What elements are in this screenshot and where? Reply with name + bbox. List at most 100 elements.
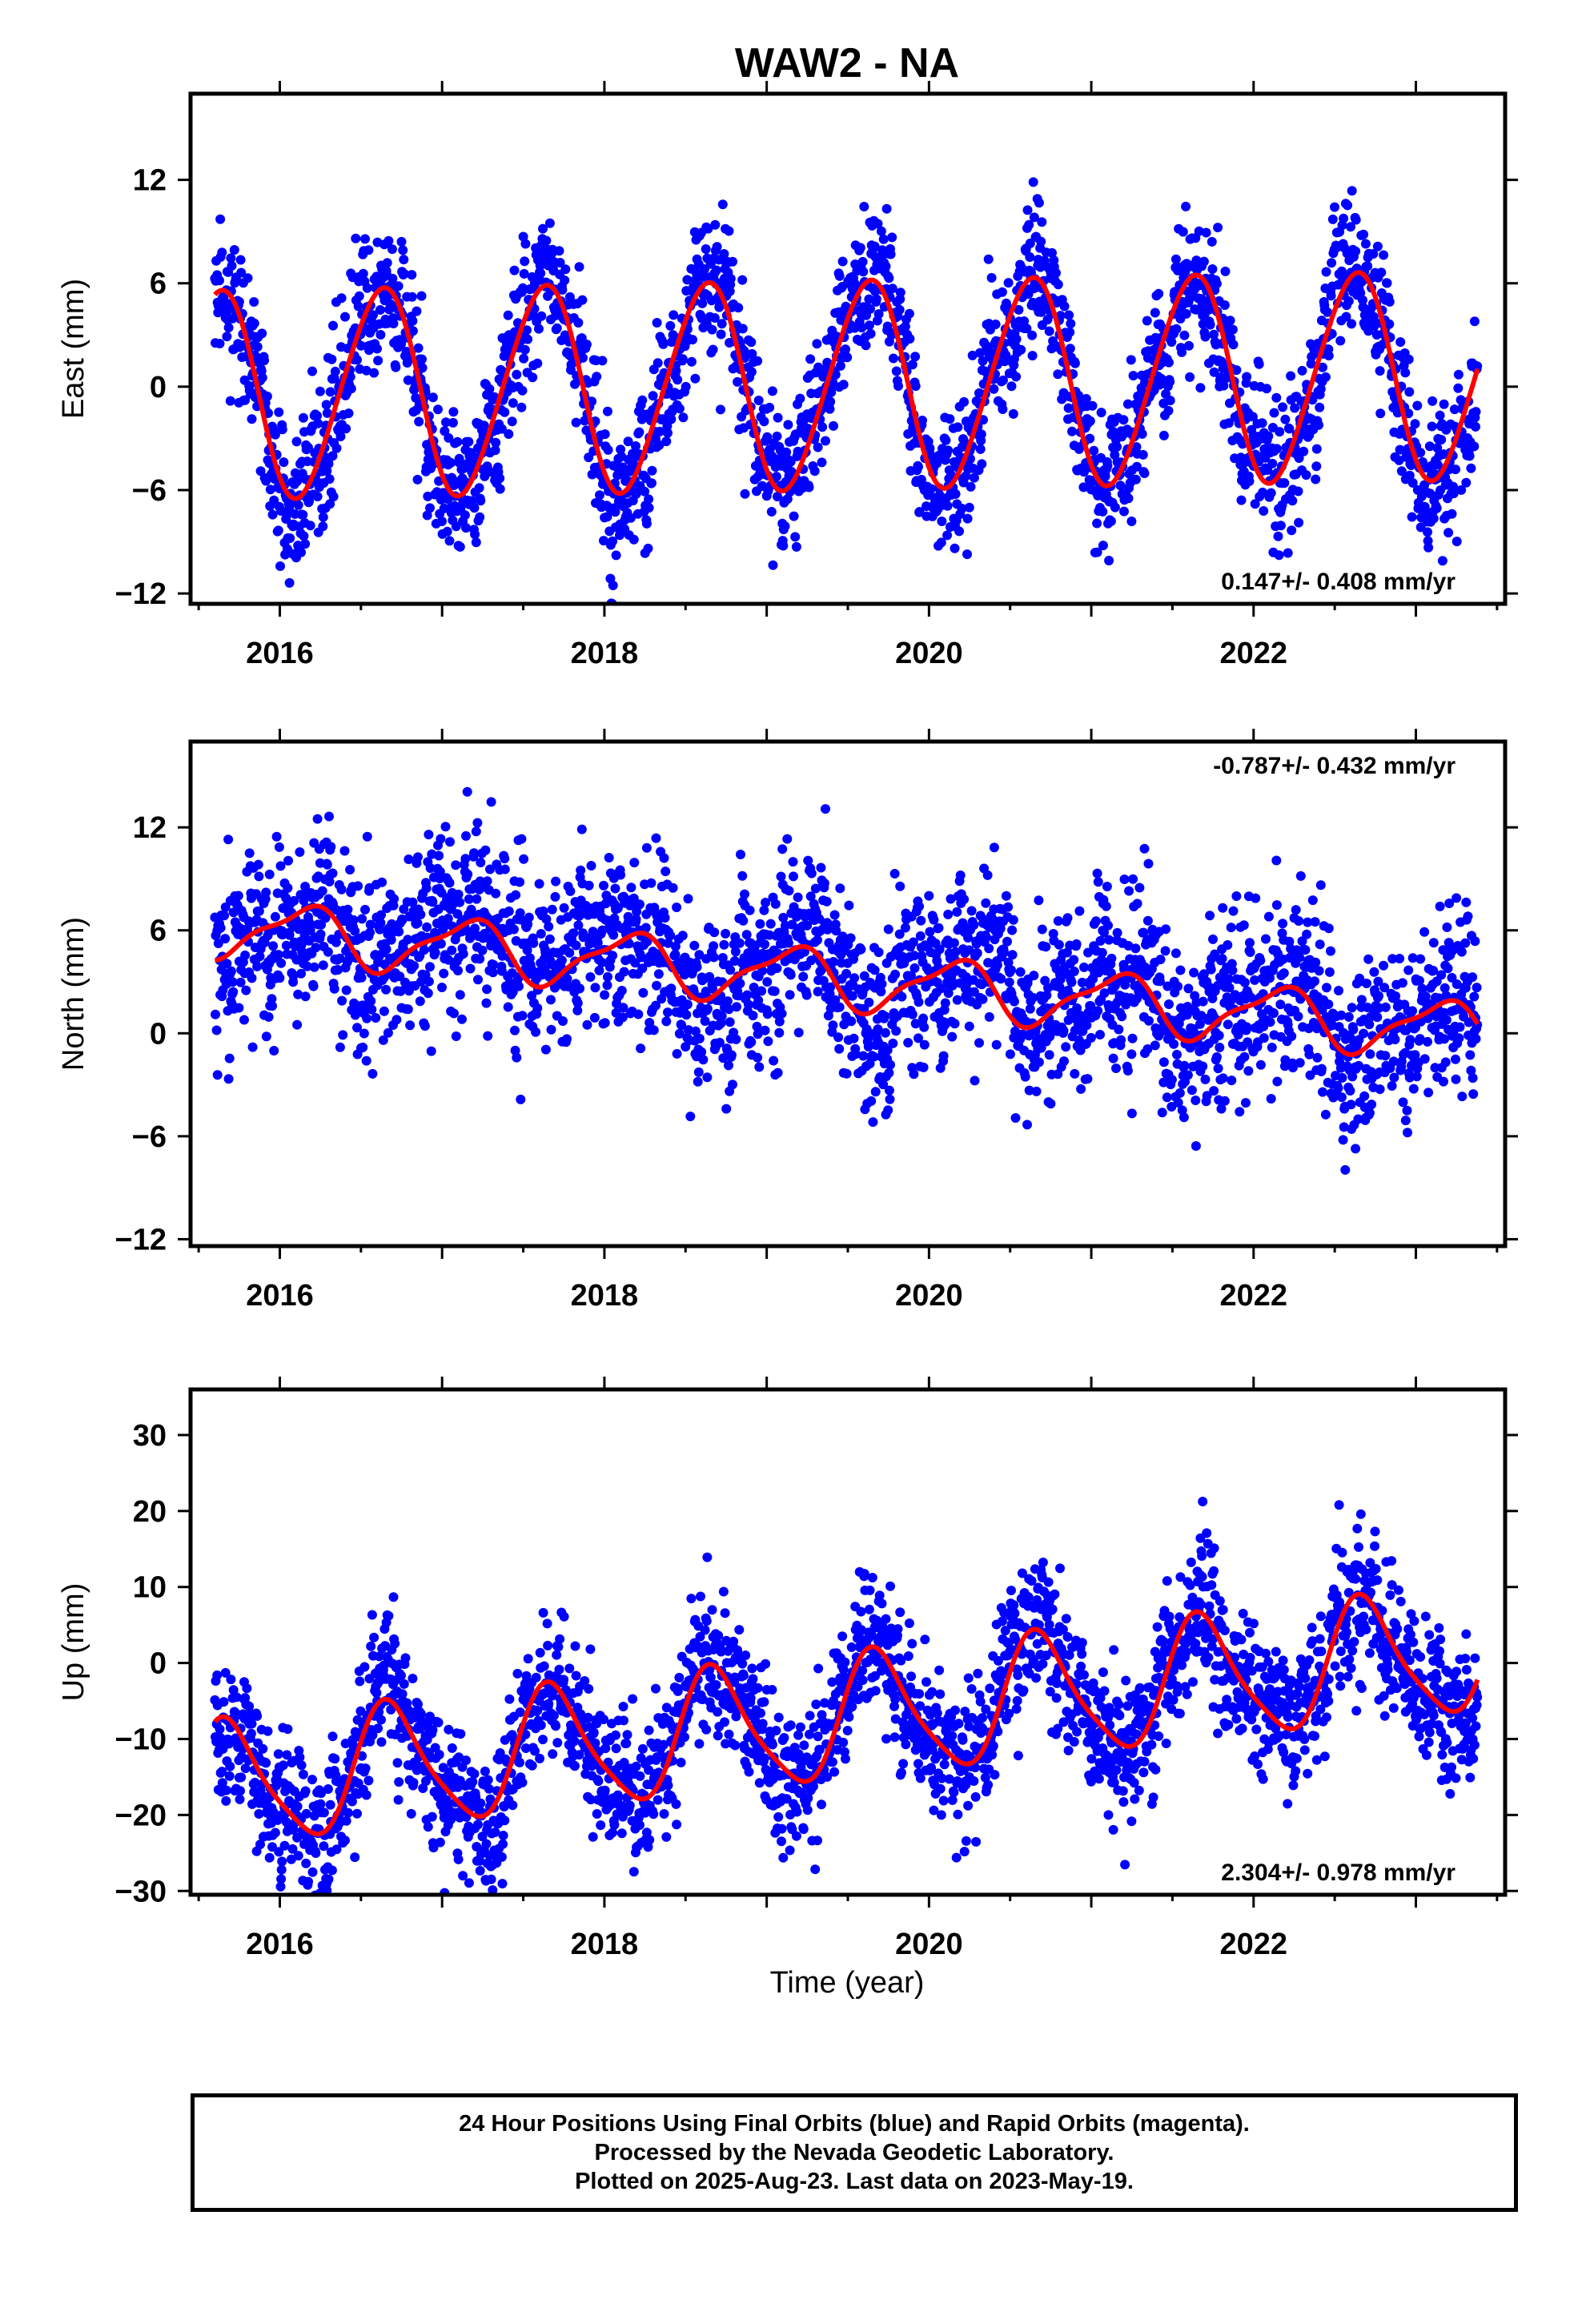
data-point	[333, 965, 343, 975]
data-point	[534, 324, 544, 334]
data-point	[544, 934, 555, 944]
data-point	[984, 1011, 994, 1022]
data-point	[1278, 919, 1288, 929]
data-point	[517, 385, 528, 396]
data-point	[757, 986, 767, 996]
data-point	[522, 325, 532, 336]
data-point	[821, 896, 832, 907]
data-point	[1142, 316, 1152, 326]
data-point	[448, 407, 459, 417]
data-point	[1112, 927, 1122, 938]
data-point	[1209, 329, 1219, 340]
data-point	[215, 923, 226, 933]
data-point	[663, 428, 673, 438]
data-point	[835, 360, 845, 371]
data-point	[298, 509, 308, 520]
data-point	[884, 1068, 894, 1078]
data-point	[1011, 334, 1022, 344]
data-point	[1191, 1096, 1201, 1105]
data-point	[785, 456, 796, 467]
data-point	[424, 976, 434, 987]
data-point	[554, 246, 564, 256]
data-point	[247, 1042, 258, 1052]
data-point	[813, 987, 823, 997]
data-point	[784, 886, 794, 896]
data-point	[813, 935, 822, 945]
data-point	[943, 909, 954, 919]
data-point	[819, 879, 829, 888]
data-point	[1092, 868, 1102, 879]
data-point	[1395, 337, 1406, 348]
data-point	[523, 334, 533, 344]
data-point	[519, 854, 529, 864]
data-point	[736, 850, 745, 859]
data-point	[362, 283, 372, 293]
data-point	[1271, 444, 1282, 454]
data-point	[1036, 236, 1046, 247]
data-point	[394, 927, 404, 937]
data-point	[1384, 296, 1395, 307]
data-point	[382, 258, 392, 268]
data-point	[913, 461, 923, 472]
data-point	[1054, 939, 1064, 950]
data-point	[1158, 1057, 1169, 1068]
data-point	[565, 886, 576, 896]
data-point	[490, 445, 500, 456]
data-point	[989, 842, 999, 853]
data-point	[409, 961, 420, 971]
data-point	[558, 1016, 568, 1026]
data-point	[219, 911, 230, 921]
data-point	[955, 870, 966, 880]
data-point	[989, 384, 999, 394]
data-point	[841, 344, 850, 355]
data-point	[1207, 264, 1218, 274]
data-point	[635, 899, 644, 910]
data-point	[982, 870, 993, 880]
data-point	[1022, 1120, 1032, 1130]
data-point	[247, 414, 257, 424]
data-point	[821, 804, 830, 814]
data-point	[876, 226, 886, 236]
data-point	[462, 786, 472, 797]
data-point	[265, 979, 275, 990]
data-point	[868, 1117, 878, 1128]
data-point	[495, 484, 505, 494]
data-point	[233, 891, 243, 901]
data-point	[659, 338, 669, 348]
data-point	[433, 404, 443, 415]
data-point	[970, 1076, 980, 1086]
data-point	[1162, 1092, 1172, 1103]
data-point	[338, 1030, 348, 1040]
data-point	[295, 847, 305, 857]
data-point	[224, 1053, 235, 1063]
data-point	[760, 939, 769, 950]
data-point	[672, 1048, 682, 1059]
data-point	[1274, 550, 1284, 561]
data-point	[842, 352, 853, 363]
data-point	[528, 938, 539, 948]
data-point	[880, 1027, 890, 1038]
data-point	[873, 219, 883, 229]
data-point	[1243, 1066, 1254, 1076]
data-point	[616, 986, 627, 995]
data-point	[1085, 416, 1095, 426]
data-point	[1290, 403, 1300, 413]
data-point	[1211, 279, 1222, 289]
data-point	[1101, 901, 1111, 911]
data-point	[829, 420, 838, 431]
data-point	[701, 244, 711, 254]
data-point	[1095, 935, 1106, 946]
east-axis-title: East (mm)	[57, 279, 90, 419]
data-point	[552, 323, 562, 333]
data-point	[765, 402, 775, 412]
data-point	[1236, 495, 1247, 505]
data-point	[1132, 461, 1142, 472]
data-point	[864, 320, 874, 331]
data-point	[247, 973, 257, 983]
data-point	[1014, 304, 1024, 315]
data-point	[626, 883, 636, 893]
data-point	[1271, 900, 1282, 911]
data-point	[555, 258, 565, 267]
data-point	[1053, 369, 1063, 380]
data-point	[735, 979, 745, 989]
